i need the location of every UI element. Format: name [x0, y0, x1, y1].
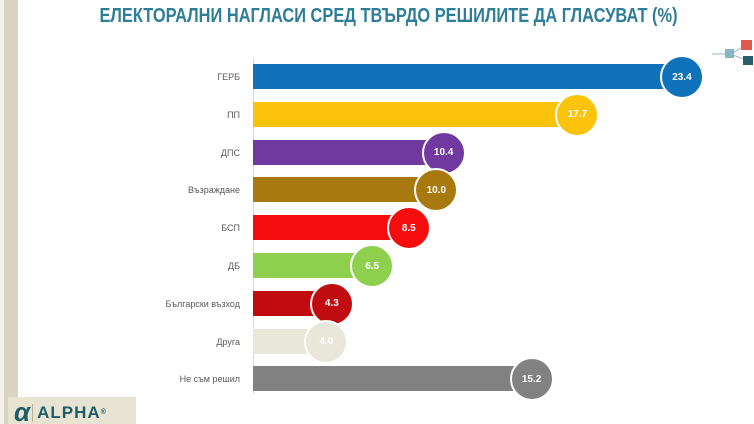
left-edge-strip — [4, 0, 18, 424]
network-diagram-icon — [712, 39, 754, 72]
bar-row: Друга 4.0 — [0, 319, 754, 364]
bar-row: Възраждане 10.0 — [0, 168, 754, 213]
bar — [253, 177, 437, 203]
category-label: ДБ — [227, 261, 240, 271]
bar-row: ДПС 10.4 — [0, 130, 754, 175]
bar-row: ПП 17.7 — [0, 92, 754, 137]
page-title: ЕЛЕКТОРАЛНИ НАГЛАСИ СРЕД ТВЪРДО РЕШИЛИТЕ… — [99, 5, 679, 27]
bar-row: Български възход 4.3 — [0, 281, 754, 326]
category-label: Не съм решил — [179, 374, 240, 385]
bar-row: БСП 8.5 — [0, 206, 754, 251]
bar-chart: ГЕРБ 23.4 ПП 17.7 ДПС 10.4 Възраждане 10… — [0, 55, 754, 402]
bar — [253, 101, 578, 127]
category-label: ДПС — [220, 147, 240, 158]
value-badge: 10.4 — [421, 130, 466, 175]
logo-brand-name: ALPHA — [37, 402, 101, 422]
value-badge: 23.4 — [659, 55, 704, 99]
bar — [253, 215, 409, 241]
bar — [253, 366, 532, 392]
category-label: Друга — [216, 336, 240, 347]
bar-row: Не съм решил 15.2 — [0, 357, 754, 402]
value-badge: 6.5 — [350, 244, 395, 288]
alpha-research-logo: α ALPHA ® — [8, 397, 136, 424]
bar-row: ДБ 6.5 — [0, 244, 754, 288]
category-label: ГЕРБ — [217, 72, 240, 82]
alpha-glyph-icon: α — [14, 396, 31, 424]
category-label: Възраждане — [187, 185, 240, 196]
value-badge: 17.7 — [555, 92, 600, 137]
bar — [253, 64, 682, 89]
bar-row: ГЕРБ 23.4 — [0, 55, 754, 99]
registered-mark: ® — [100, 409, 106, 416]
value-badge: 4.0 — [304, 319, 349, 364]
value-badge: 8.5 — [386, 206, 431, 251]
value-badge: 15.2 — [509, 357, 554, 402]
logo-divider — [32, 403, 34, 422]
title-wrap: ЕЛЕКТОРАЛНИ НАГЛАСИ СРЕД ТВЪРДО РЕШИЛИТЕ… — [24, 5, 754, 28]
value-badge: 4.3 — [309, 281, 354, 326]
value-badge: 10.0 — [414, 168, 459, 213]
bar — [253, 139, 444, 165]
category-label: БСП — [221, 223, 240, 234]
left-edge-strip-outer — [0, 0, 4, 424]
category-label: ПП — [227, 109, 240, 120]
category-label: Български възход — [165, 298, 240, 309]
